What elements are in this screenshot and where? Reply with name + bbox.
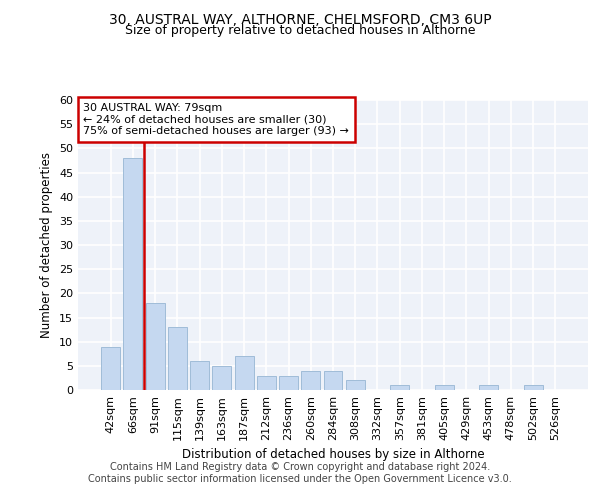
Text: 30, AUSTRAL WAY, ALTHORNE, CHELMSFORD, CM3 6UP: 30, AUSTRAL WAY, ALTHORNE, CHELMSFORD, C…: [109, 12, 491, 26]
Bar: [390, 385, 409, 390]
Text: 30 AUSTRAL WAY: 79sqm
← 24% of detached houses are smaller (30)
75% of semi-deta: 30 AUSTRAL WAY: 79sqm ← 24% of detached …: [83, 103, 349, 136]
Bar: [235, 356, 254, 390]
Bar: [524, 385, 542, 390]
Bar: [190, 361, 209, 390]
Bar: [168, 327, 187, 390]
Bar: [212, 366, 231, 390]
Text: Size of property relative to detached houses in Althorne: Size of property relative to detached ho…: [125, 24, 475, 37]
Bar: [101, 346, 120, 390]
Bar: [257, 376, 276, 390]
Bar: [435, 385, 454, 390]
Bar: [146, 303, 164, 390]
Text: Contains public sector information licensed under the Open Government Licence v3: Contains public sector information licen…: [88, 474, 512, 484]
Bar: [323, 370, 343, 390]
Text: Contains HM Land Registry data © Crown copyright and database right 2024.: Contains HM Land Registry data © Crown c…: [110, 462, 490, 472]
Bar: [346, 380, 365, 390]
Bar: [279, 376, 298, 390]
X-axis label: Distribution of detached houses by size in Althorne: Distribution of detached houses by size …: [182, 448, 484, 462]
Bar: [479, 385, 498, 390]
Bar: [301, 370, 320, 390]
Y-axis label: Number of detached properties: Number of detached properties: [40, 152, 53, 338]
Bar: [124, 158, 142, 390]
